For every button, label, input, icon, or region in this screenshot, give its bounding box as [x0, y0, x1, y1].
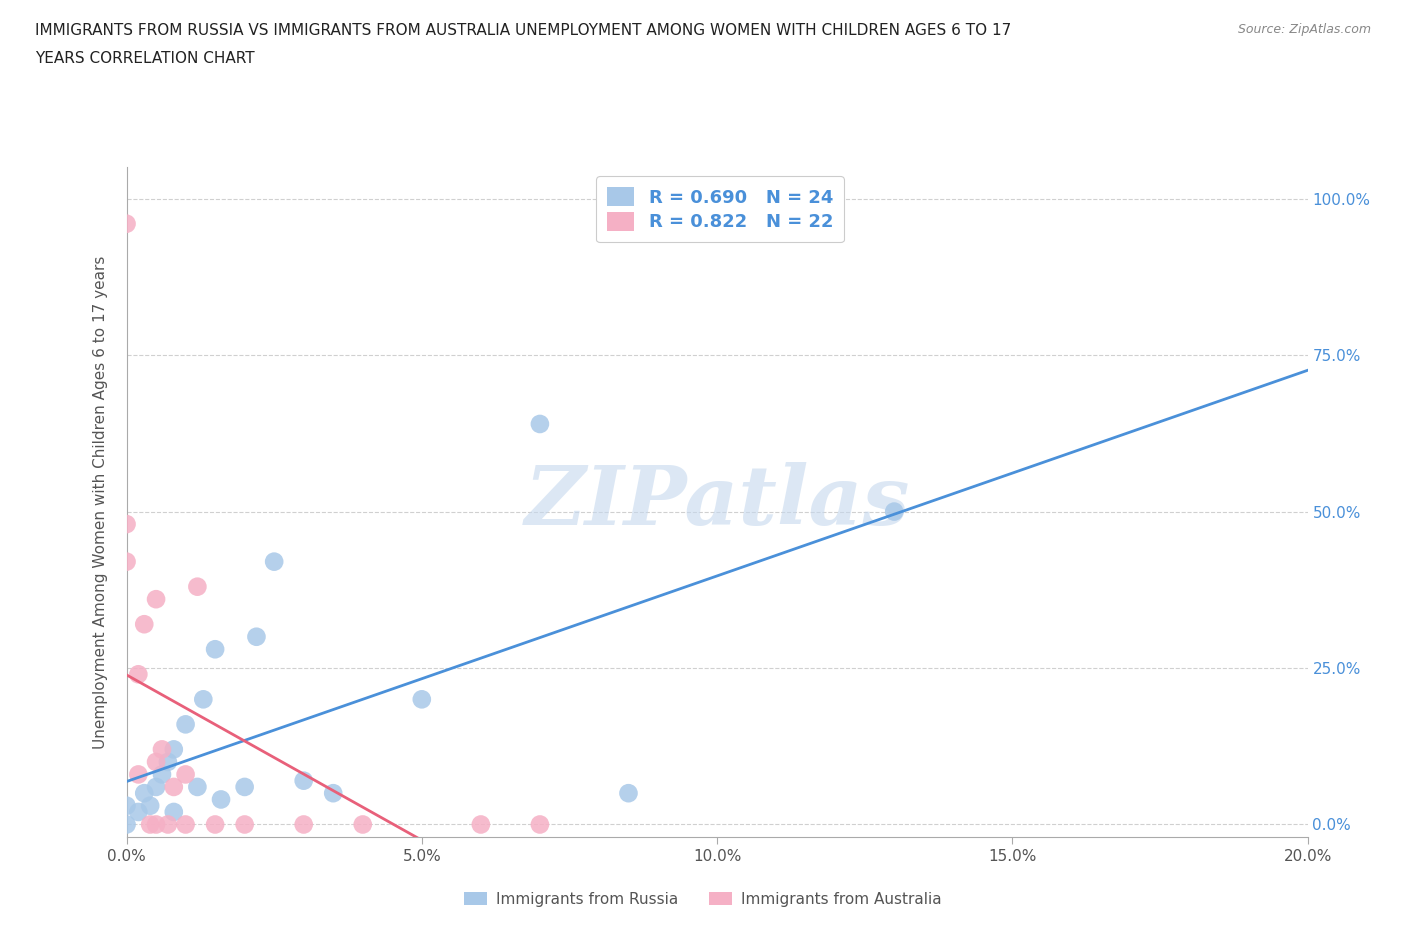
Point: [115, 517, 138, 532]
Point: [470, 817, 492, 832]
Point: [263, 554, 285, 569]
Point: [163, 742, 186, 757]
Point: [163, 779, 186, 794]
Point: [127, 767, 149, 782]
Legend: Immigrants from Russia, Immigrants from Australia: Immigrants from Russia, Immigrants from …: [458, 886, 948, 913]
Y-axis label: Unemployment Among Women with Children Ages 6 to 17 years: Unemployment Among Women with Children A…: [93, 256, 108, 749]
Point: [186, 579, 208, 594]
Point: [193, 692, 215, 707]
Text: YEARS CORRELATION CHART: YEARS CORRELATION CHART: [35, 51, 254, 66]
Point: [529, 817, 551, 832]
Point: [156, 817, 179, 832]
Point: [139, 817, 162, 832]
Point: [145, 754, 167, 769]
Point: [115, 798, 138, 813]
Point: [292, 773, 315, 788]
Point: [150, 767, 173, 782]
Point: [204, 642, 226, 657]
Point: [134, 617, 156, 631]
Point: [145, 817, 167, 832]
Point: [127, 667, 149, 682]
Point: [115, 217, 138, 232]
Point: [204, 817, 226, 832]
Point: [529, 417, 551, 432]
Point: [163, 804, 186, 819]
Point: [209, 792, 232, 807]
Point: [883, 504, 905, 519]
Point: [233, 817, 256, 832]
Point: [145, 779, 167, 794]
Point: [174, 817, 197, 832]
Point: [174, 767, 197, 782]
Point: [115, 817, 138, 832]
Point: [322, 786, 344, 801]
Legend: R = 0.690   N = 24, R = 0.822   N = 22: R = 0.690 N = 24, R = 0.822 N = 22: [596, 177, 844, 242]
Point: [174, 717, 197, 732]
Point: [134, 786, 156, 801]
Point: [156, 754, 179, 769]
Point: [145, 591, 167, 606]
Text: IMMIGRANTS FROM RUSSIA VS IMMIGRANTS FROM AUSTRALIA UNEMPLOYMENT AMONG WOMEN WIT: IMMIGRANTS FROM RUSSIA VS IMMIGRANTS FRO…: [35, 23, 1011, 38]
Point: [352, 817, 374, 832]
Point: [245, 630, 267, 644]
Point: [127, 804, 149, 819]
Point: [617, 786, 640, 801]
Point: [233, 779, 256, 794]
Text: ZIPatlas: ZIPatlas: [524, 462, 910, 542]
Point: [411, 692, 433, 707]
Text: Source: ZipAtlas.com: Source: ZipAtlas.com: [1237, 23, 1371, 36]
Point: [292, 817, 315, 832]
Point: [186, 779, 208, 794]
Point: [150, 742, 173, 757]
Point: [115, 554, 138, 569]
Point: [139, 798, 162, 813]
